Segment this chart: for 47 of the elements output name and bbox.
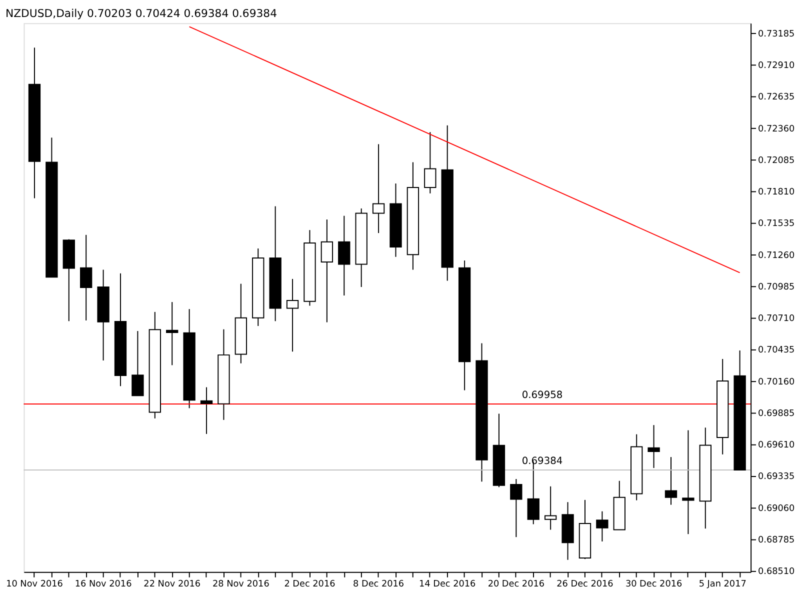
x-tick-label: 30 Dec 2016 bbox=[625, 579, 682, 590]
y-tick-label: 0.71810 bbox=[758, 188, 796, 198]
candlestick bbox=[510, 478, 522, 538]
y-tick-label: 0.70985 bbox=[758, 282, 795, 292]
chart-title: NZDUSD,Daily 0.70203 0.70424 0.69384 0.69384 bbox=[5, 7, 278, 20]
y-tick-label: 0.70710 bbox=[758, 314, 796, 324]
y-tick-label: 0.72085 bbox=[758, 156, 795, 166]
y-tick-label: 0.69610 bbox=[758, 440, 796, 451]
candlestick bbox=[320, 218, 334, 323]
ref-line-label: 0.69384 bbox=[522, 456, 563, 468]
candlestick bbox=[648, 424, 660, 468]
x-tick-label: 5 Jan 2017 bbox=[698, 579, 746, 590]
y-tick-label: 0.69885 bbox=[758, 408, 795, 419]
x-tick-label: 26 Dec 2016 bbox=[556, 579, 614, 590]
y-tick-label: 0.69335 bbox=[758, 472, 795, 482]
candlestick bbox=[544, 486, 557, 530]
y-tick-label: 0.70160 bbox=[758, 377, 796, 388]
y-tick-label: 0.71535 bbox=[758, 219, 795, 230]
x-tick-label: 2 Dec 2016 bbox=[284, 579, 336, 590]
candlestick bbox=[132, 330, 144, 396]
y-tick-label: 0.68785 bbox=[758, 535, 795, 546]
candlestick bbox=[338, 215, 350, 296]
x-tick-label: 16 Nov 2016 bbox=[74, 579, 132, 590]
candlestick bbox=[424, 132, 436, 194]
x-tick-label: 10 Nov 2016 bbox=[6, 579, 64, 590]
y-tick-label: 0.72635 bbox=[758, 92, 795, 103]
y-tick-label: 0.71260 bbox=[758, 250, 796, 261]
candlestick bbox=[372, 144, 385, 234]
x-tick-label: 14 Dec 2016 bbox=[419, 579, 476, 590]
candlestick bbox=[682, 430, 694, 535]
candlestick bbox=[200, 386, 213, 434]
candlestick bbox=[286, 278, 299, 352]
y-tick-label: 0.72910 bbox=[758, 61, 796, 72]
x-tick-label: 22 Nov 2016 bbox=[144, 579, 201, 590]
y-tick-label: 0.69060 bbox=[758, 504, 796, 514]
candlestick bbox=[166, 302, 178, 366]
x-tick-label: 28 Nov 2016 bbox=[212, 579, 270, 590]
x-tick-label: 8 Dec 2016 bbox=[353, 579, 404, 590]
y-tick-label: 0.73185 bbox=[758, 29, 795, 40]
candlestick bbox=[664, 456, 678, 506]
y-tick-label: 0.68510 bbox=[758, 567, 796, 577]
ref-line-label: 0.69958 bbox=[522, 390, 563, 402]
candlestick bbox=[596, 510, 608, 542]
y-tick-label: 0.72360 bbox=[758, 124, 796, 134]
x-tick-label: 20 Dec 2016 bbox=[488, 579, 545, 590]
candlestick bbox=[80, 234, 92, 321]
y-tick-label: 0.70435 bbox=[758, 346, 795, 356]
